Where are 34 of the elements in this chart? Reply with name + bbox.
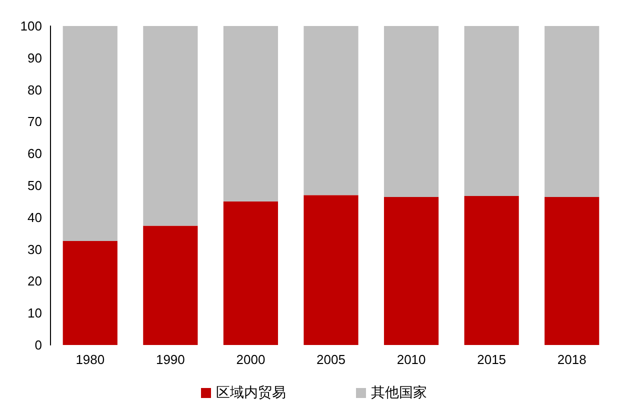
- y-tick-label: 80: [28, 82, 42, 98]
- y-tick-label: 90: [28, 50, 42, 66]
- legend-label: 其他国家: [371, 385, 427, 401]
- y-tick-label: 50: [28, 178, 42, 193]
- bar: [384, 196, 439, 345]
- y-tick-label: 100: [20, 18, 42, 34]
- bar: [304, 195, 358, 345]
- legend-label: 区域内贸易: [216, 385, 286, 401]
- bar: [223, 201, 278, 345]
- bar: [143, 226, 198, 345]
- y-tick-label: 20: [28, 274, 42, 289]
- y-tick-label: 40: [28, 210, 42, 225]
- y-tick-label: 10: [28, 306, 42, 321]
- x-tick-label: 2000: [236, 352, 266, 367]
- x-tick-label: 2005: [316, 352, 346, 367]
- bar: [384, 26, 439, 197]
- bar: [544, 196, 600, 345]
- bar: [62, 241, 118, 345]
- bar: [223, 26, 278, 202]
- x-tick-label: 2018: [557, 352, 586, 367]
- y-tick-label: 70: [28, 114, 42, 130]
- x-tick-label: 2010: [396, 352, 426, 367]
- y-tick-label: 0: [34, 338, 42, 352]
- y-tick-label: 60: [28, 146, 42, 162]
- bar: [464, 26, 519, 196]
- y-tick-label: 30: [28, 242, 42, 257]
- bar: [304, 26, 358, 196]
- bar: [62, 26, 118, 242]
- bar: [464, 196, 519, 345]
- x-tick-label: 1980: [76, 352, 105, 367]
- bar: [143, 26, 198, 226]
- x-tick-label: 2015: [477, 352, 506, 367]
- bar: [544, 26, 600, 197]
- x-tick-label: 1990: [156, 352, 185, 367]
